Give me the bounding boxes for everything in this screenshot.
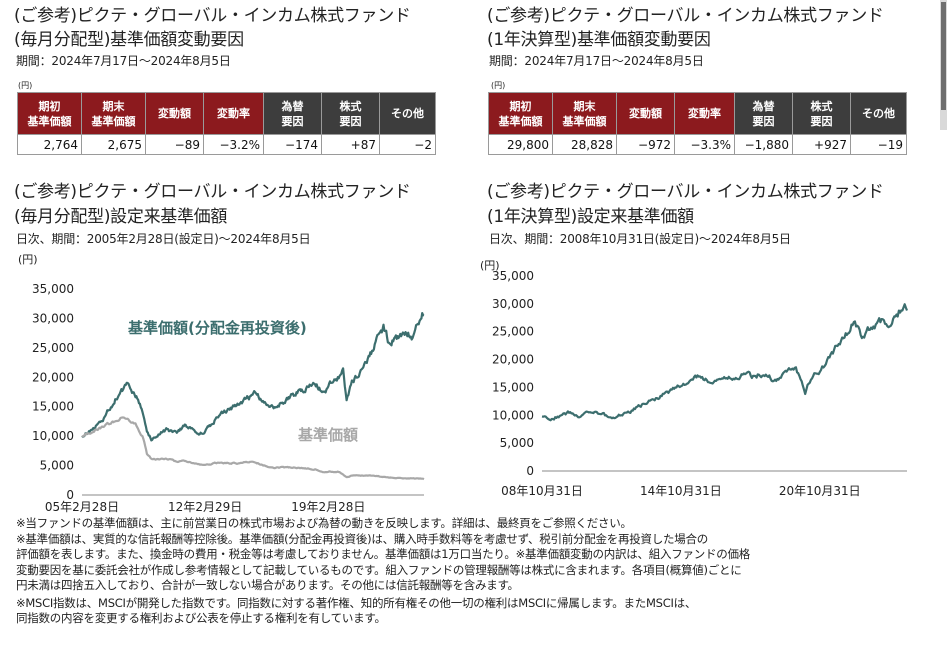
left-table-header-row: 期初 基準価額 期末 基準価額 変動額 変動率 為替 要因 株式 要因 その他 [17,92,436,135]
right-td-change-amount: −972 [616,134,675,155]
footnote-line: 円未満は四捨五入しており、合計が一致しない場合があります。その他には信託報酬等を… [16,578,519,592]
left-td-other: −2 [379,134,436,155]
y-tick-label: 5,000 [40,459,74,473]
y-tick-label: 25,000 [32,341,74,355]
right-td-change-rate: −3.3% [674,134,735,155]
series-line [81,312,425,442]
left-td-fx-factor: −174 [263,134,322,155]
right-th-closing-nav: 期末 基準価額 [552,92,617,135]
left-td-change-amount: −89 [145,134,204,155]
right-th-change-amount: 変動額 [616,92,675,135]
right-th-fx-factor: 為替 要因 [734,92,793,135]
y-tick-label: 0 [526,464,534,478]
series-label: 基準価額 [297,426,358,444]
left-th-fx-factor: 為替 要因 [263,92,322,135]
left-chart-title-line1: (ご参考)ピクテ・グローバル・インカム株式ファンド [14,182,411,202]
y-tick-label: 30,000 [492,297,534,311]
right-chart-unit: (円) [480,259,500,272]
left-th-change-rate: 変動率 [203,92,264,135]
left-table-value-row: 2,764 2,675 −89 −3.2% −174 +87 −2 [17,134,436,155]
right-td-opening-nav: 29,800 [488,134,553,155]
left-th-equity-factor: 株式 要因 [321,92,380,135]
right-chart-title-line1: (ご参考)ピクテ・グローバル・インカム株式ファンド [487,182,884,202]
footnote-line: 変動要因を基に委託会社が作成し参考情報として記載しているものです。組入ファンドの… [16,562,742,577]
y-tick-label: 20,000 [32,370,74,384]
series-label: 基準価額(分配金再投資後) [127,319,307,337]
right-td-fx-factor: −1,880 [734,134,793,155]
right-th-opening-nav: 期初 基準価額 [488,92,553,135]
right-chart-title-line2: (1年決算型)設定来基準価額 [487,207,694,227]
footnote-line: 同指数の内容を変更する権利および公表を停止する権利を有しています。 [16,611,386,625]
y-tick-label: 0 [66,488,74,502]
right-change-table: 期初 基準価額 期末 基準価額 変動額 変動率 為替 要因 株式 要因 その他 … [488,92,907,155]
x-tick-label: 05年2月28日 [45,500,119,514]
left-change-table: 期初 基準価額 期末 基準価額 変動額 変動率 為替 要因 株式 要因 その他 … [17,92,436,155]
footnote-line: ※基準価額は、実質的な信託報酬等控除後。基準価額(分配金再投資後)は、購入時手数… [16,531,709,546]
right-th-equity-factor: 株式 要因 [792,92,851,135]
y-tick-label: 25,000 [492,325,534,339]
left-td-opening-nav: 2,764 [17,134,82,155]
right-table-value-row: 29,800 28,828 −972 −3.3% −1,880 +927 −19 [488,134,907,155]
right-table-header-row: 期初 基準価額 期末 基準価額 変動額 変動率 為替 要因 株式 要因 その他 [488,92,907,135]
right-td-other: −19 [850,134,907,155]
x-tick-label: 14年10月31日 [640,484,722,498]
left-td-equity-factor: +87 [321,134,380,155]
left-td-change-rate: −3.2% [203,134,264,155]
left-th-closing-nav: 期末 基準価額 [81,92,146,135]
x-tick-label: 12年2月29日 [168,500,242,514]
left-th-other: その他 [379,92,436,135]
left-top-title-line2: (毎月分配型)基準価額変動要因 [14,30,244,50]
right-nav-chart: 0 5,000 10,000 15,000 20,000 25,000 30,000 35,0… [492,269,909,498]
y-tick-label: 10,000 [492,408,534,422]
right-table-unit: (円) [491,81,506,90]
right-td-equity-factor: +927 [792,134,851,155]
series-line [81,416,425,481]
x-tick-label: 08年10月31日 [501,484,583,498]
right-top-title-line1: (ご参考)ピクテ・グローバル・インカム株式ファンド [487,6,884,26]
series-line [541,303,909,422]
right-th-other: その他 [850,92,907,135]
scrollbar-thumb[interactable] [941,2,946,110]
y-tick-label: 10,000 [32,429,74,443]
left-nav-chart: 0 5,000 10,000 15,000 20,000 25,000 30,000 35,0… [32,282,425,514]
left-chart-period: 日次、期間：2005年2月28日(設定日)～2024年8月5日 [16,232,311,246]
footnote-line: 評価額を表します。また、換金時の費用・税金等は考慮しておりません。基準価額は1万… [16,547,751,561]
left-table-unit: (円) [18,81,33,90]
right-chart-period: 日次、期間：2008年10月31日(設定日)～2024年8月5日 [489,232,791,246]
left-chart-title-line2: (毎月分配型)設定来基準価額 [14,207,228,227]
x-tick-label: 19年2月28日 [291,500,365,514]
left-top-title-line1: (ご参考)ピクテ・グローバル・インカム株式ファンド [14,6,411,26]
right-top-period: 期間：2024年7月17日～2024年8月5日 [489,54,704,68]
y-tick-label: 35,000 [32,282,74,296]
left-chart-unit: (円) [18,253,38,266]
x-tick-label: 20年10月31日 [779,484,861,498]
right-th-change-rate: 変動率 [674,92,735,135]
y-tick-label: 15,000 [492,380,534,394]
y-tick-label: 30,000 [32,311,74,325]
y-tick-label: 35,000 [492,269,534,283]
footnote-line: ※MSCI指数は、MSCIが開発した指数です。同指数に対する著作権、知的所有権そ… [16,595,697,610]
right-td-closing-nav: 28,828 [552,134,617,155]
left-top-period: 期間：2024年7月17日～2024年8月5日 [16,54,231,68]
right-top-title-line2: (1年決算型)基準価額変動要因 [487,30,711,50]
footnote-line: ※当ファンドの基準価額は、主に前営業日の株式市場および為替の動きを反映します。詳… [16,516,632,530]
y-tick-label: 5,000 [500,436,534,450]
left-th-opening-nav: 期初 基準価額 [17,92,82,135]
left-th-change-amount: 変動額 [145,92,204,135]
footnotes: ※当ファンドの基準価額は、主に前営業日の株式市場および為替の動きを反映します。詳… [16,516,750,627]
left-td-closing-nav: 2,675 [81,134,146,155]
y-tick-label: 20,000 [492,353,534,367]
y-tick-label: 15,000 [32,400,74,414]
